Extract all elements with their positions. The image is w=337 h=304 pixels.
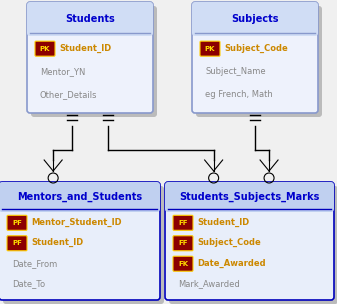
- Text: Other_Details: Other_Details: [40, 90, 97, 99]
- FancyBboxPatch shape: [165, 182, 334, 212]
- FancyBboxPatch shape: [192, 2, 318, 113]
- Text: Student_ID: Student_ID: [59, 43, 111, 53]
- FancyBboxPatch shape: [27, 2, 153, 113]
- FancyBboxPatch shape: [173, 215, 193, 230]
- FancyBboxPatch shape: [31, 6, 157, 117]
- FancyBboxPatch shape: [7, 236, 27, 251]
- FancyBboxPatch shape: [165, 182, 334, 300]
- Text: Students_Subjects_Marks: Students_Subjects_Marks: [179, 192, 320, 202]
- FancyBboxPatch shape: [0, 182, 160, 212]
- Text: PK: PK: [205, 46, 215, 52]
- Text: Subject_Code: Subject_Code: [224, 43, 288, 53]
- Text: PF: PF: [12, 220, 22, 226]
- FancyBboxPatch shape: [196, 6, 322, 117]
- Text: Subject_Code: Subject_Code: [197, 238, 261, 247]
- Text: Mark_Awarded: Mark_Awarded: [178, 279, 240, 288]
- FancyBboxPatch shape: [173, 236, 193, 251]
- FancyBboxPatch shape: [169, 186, 337, 304]
- Text: FF: FF: [178, 220, 188, 226]
- Text: Students: Students: [65, 14, 115, 24]
- Text: Mentor_YN: Mentor_YN: [40, 67, 85, 76]
- FancyBboxPatch shape: [27, 2, 153, 36]
- FancyBboxPatch shape: [173, 256, 193, 271]
- Text: Mentors_and_Students: Mentors_and_Students: [17, 192, 142, 202]
- FancyBboxPatch shape: [192, 2, 318, 36]
- Text: FK: FK: [178, 261, 188, 267]
- Text: Student_ID: Student_ID: [31, 238, 83, 247]
- Text: Date_To: Date_To: [12, 279, 45, 288]
- FancyBboxPatch shape: [0, 182, 160, 300]
- Text: PK: PK: [40, 46, 50, 52]
- Text: Mentor_Student_ID: Mentor_Student_ID: [31, 218, 122, 227]
- Text: eg French, Math: eg French, Math: [205, 90, 273, 99]
- Text: Date_Awarded: Date_Awarded: [197, 259, 266, 268]
- Text: Student_ID: Student_ID: [197, 218, 249, 227]
- Text: FF: FF: [178, 240, 188, 246]
- FancyBboxPatch shape: [35, 41, 55, 56]
- FancyBboxPatch shape: [3, 186, 164, 304]
- FancyBboxPatch shape: [7, 215, 27, 230]
- Text: Subject_Name: Subject_Name: [205, 67, 266, 76]
- Text: Subjects: Subjects: [231, 14, 279, 24]
- FancyBboxPatch shape: [200, 41, 220, 56]
- Text: PF: PF: [12, 240, 22, 246]
- Text: Date_From: Date_From: [12, 259, 57, 268]
